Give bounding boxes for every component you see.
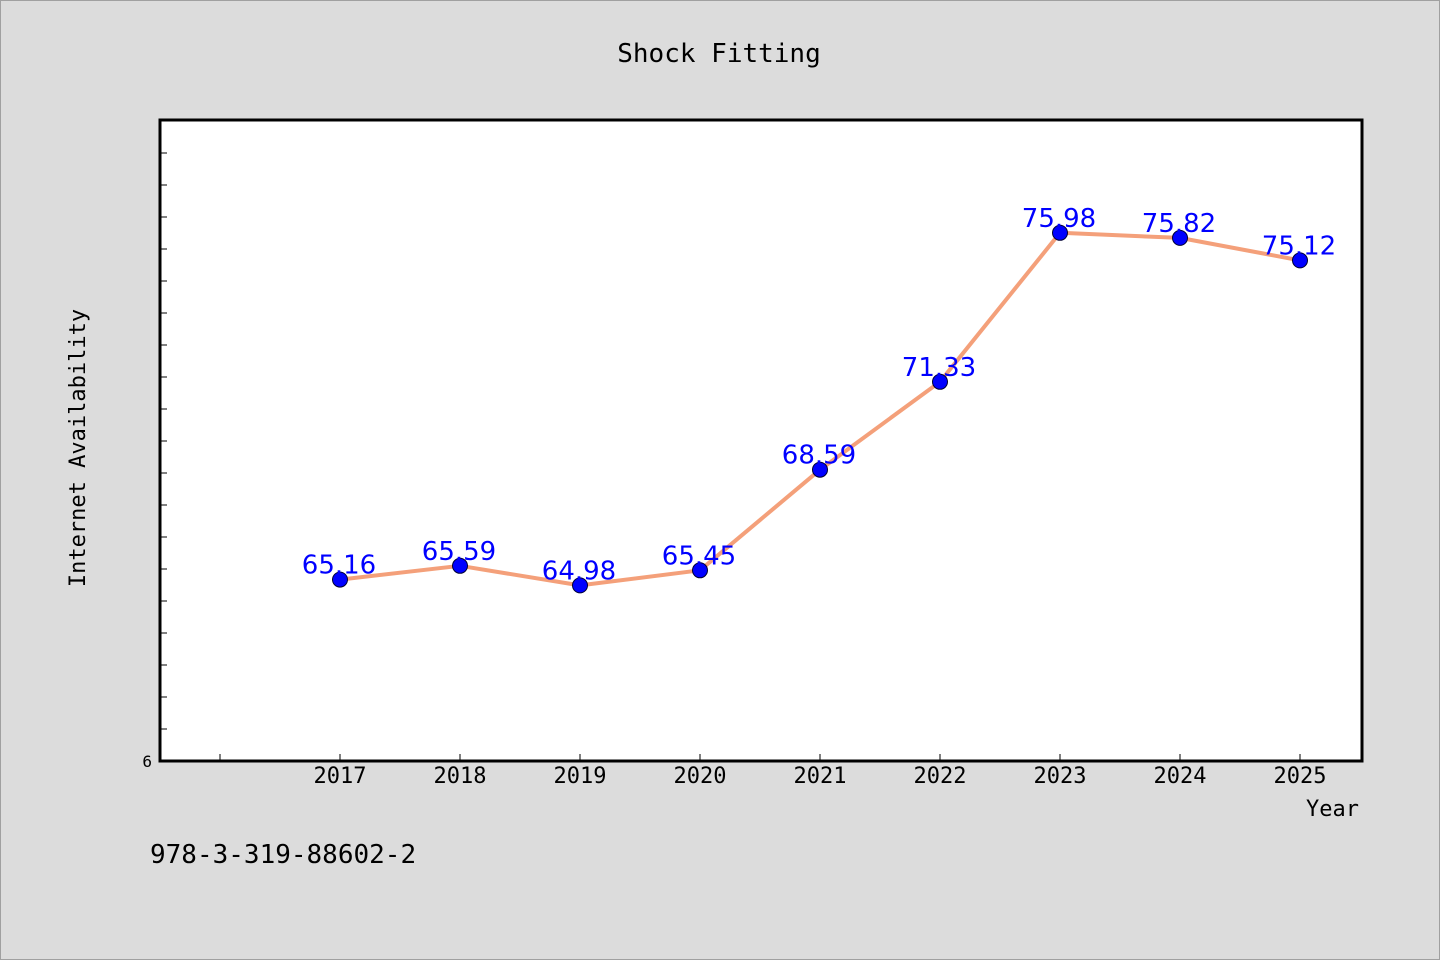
data-point <box>1172 229 1188 246</box>
x-tick-label: 2021 <box>794 764 847 789</box>
x-tick-label: 2023 <box>1034 764 1087 789</box>
footer-note: 978-3-319-88602-2 <box>150 840 416 870</box>
data-label: 65.45 <box>662 541 736 571</box>
x-tick-label: 2024 <box>1154 764 1207 789</box>
data-labels: 65.16 65.59 64.98 65.45 68.59 71.33 75.98 75.82… <box>302 204 1336 587</box>
data-label: 71.33 <box>902 353 976 383</box>
chart-title: Shock Fitting <box>617 39 821 69</box>
data-point <box>692 562 708 579</box>
plot-area <box>160 120 1362 761</box>
plot-frame <box>158 118 1364 763</box>
y-tick-label: 6 <box>142 752 152 771</box>
data-point <box>452 557 468 574</box>
x-tick-label: 2018 <box>434 764 487 789</box>
x-axis-label: Year <box>1306 797 1359 822</box>
data-point <box>572 577 588 594</box>
data-point <box>1052 224 1068 241</box>
data-label: 68.59 <box>782 441 856 471</box>
y-axis-label: Internet Availability <box>66 309 91 587</box>
data-point <box>812 461 828 478</box>
data-label: 75.12 <box>1262 231 1336 261</box>
x-tick-labels: 2017 2018 2019 2020 2021 2022 2023 2024 2025 <box>314 764 1327 789</box>
x-tick-label: 2022 <box>914 764 967 789</box>
data-point <box>332 571 348 588</box>
data-label: 75.98 <box>1022 204 1096 234</box>
x-tick-label: 2025 <box>1274 764 1327 789</box>
data-markers <box>332 224 1308 594</box>
data-label: 64.98 <box>542 556 616 586</box>
data-label: 65.59 <box>422 537 496 567</box>
data-point <box>932 373 948 390</box>
x-tick-label: 2020 <box>674 764 727 789</box>
data-label: 75.82 <box>1142 209 1216 239</box>
data-label: 65.16 <box>302 551 376 581</box>
data-point <box>1292 252 1308 269</box>
x-tick-label: 2019 <box>554 764 607 789</box>
x-tick-label: 2017 <box>314 764 367 789</box>
